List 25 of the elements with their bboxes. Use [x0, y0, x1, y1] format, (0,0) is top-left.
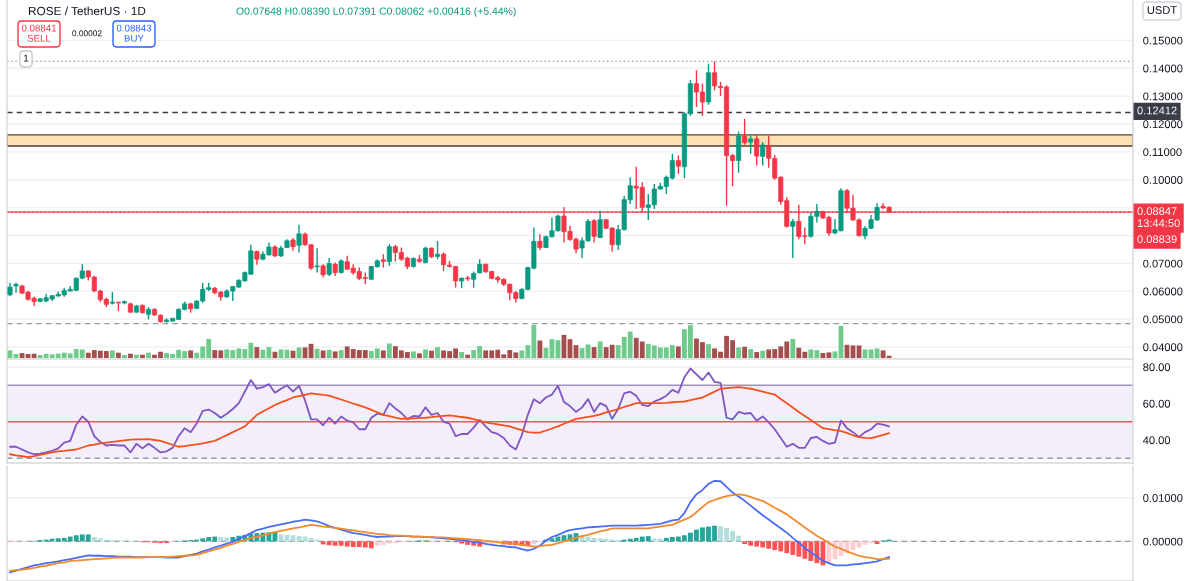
y-tick-label: 0.11000	[1143, 148, 1182, 157]
y-tick-label: 0.06000	[1143, 287, 1183, 296]
y-tick-label: 40.00	[1142, 436, 1171, 445]
chart-title: ROSE / TetherUS · 1D	[28, 6, 146, 16]
y-tick-label: 80.00	[1143, 363, 1171, 372]
y-tick-label: 60.00	[1143, 399, 1171, 408]
y-tick-label: 0.15000	[1143, 36, 1183, 45]
ref-line-label: 0.08839	[1137, 235, 1177, 244]
y-tick-label: 0.07000	[1143, 259, 1183, 268]
ref-line-label: 0.08847 13:44:50	[1137, 207, 1180, 228]
annotation: 0.08843 BUY	[116, 24, 152, 42]
y-tick-label: 0.04000	[1143, 343, 1183, 352]
annotation: 0.08841 SELL	[21, 24, 57, 42]
y-tick-label: 0.12000	[1143, 120, 1183, 129]
y-tick-label: 0.00000	[1143, 537, 1183, 546]
text: USDT	[1147, 6, 1177, 14]
annotation: O0.07648 H0.08390 L0.07391 C0.08062 +0.00416 (+5.44%)	[236, 7, 516, 17]
y-tick-label: 0.01000	[1143, 494, 1183, 502]
annotation: 0.00002	[72, 30, 102, 37]
y-tick-label: 0.13000	[1143, 92, 1183, 101]
y-tick-label: 0.05000	[1143, 315, 1183, 324]
ref-line-label: 0.12412	[1137, 106, 1177, 115]
annotation: 1	[24, 54, 29, 62]
y-tick-label: 0.14000	[1143, 64, 1183, 73]
y-tick-label: 0.10000	[1143, 176, 1183, 184]
